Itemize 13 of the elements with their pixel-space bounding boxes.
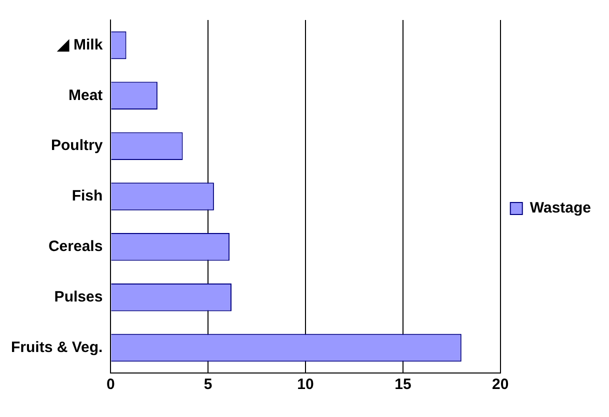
legend-label: Wastage (530, 200, 592, 217)
x-tick-label: 15 (394, 376, 412, 394)
y-tick-label: Fish (72, 188, 103, 205)
x-tick-label: 5 (204, 376, 212, 394)
y-tick-label: Poultry (50, 137, 104, 154)
x-tick-label: 20 (492, 376, 509, 394)
x-tick-label: 0 (106, 376, 115, 394)
y-tick-label: ◢ Milk (56, 36, 104, 54)
y-tick-label: Pulses (54, 288, 103, 306)
y-tick-label: Meat (68, 86, 103, 104)
x-tick-label: 10 (297, 376, 314, 394)
y-tick-label: Fruits & Veg. (10, 338, 103, 356)
y-tick-label: Cereals (48, 238, 103, 256)
